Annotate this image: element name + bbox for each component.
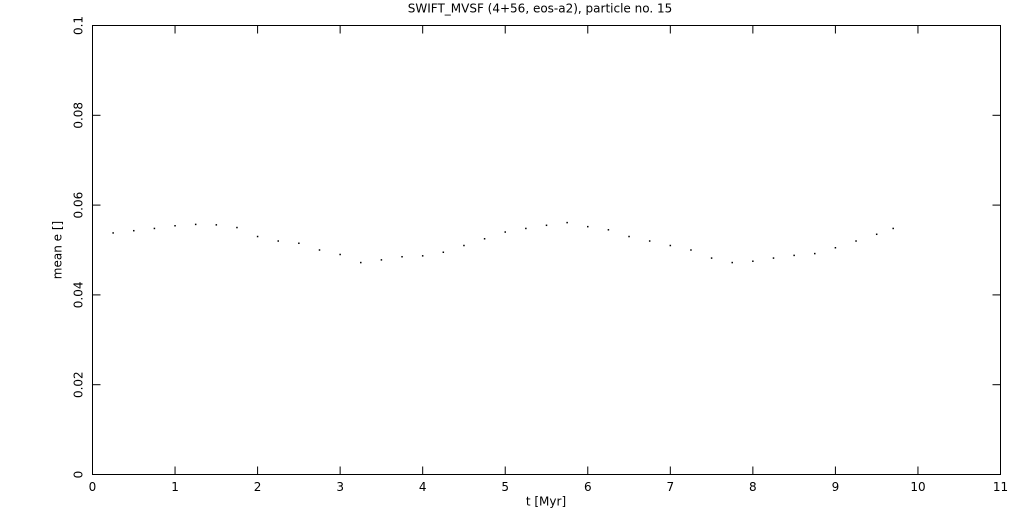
x-tick-label: 4 xyxy=(419,480,427,494)
y-tick-label: 0.02 xyxy=(72,371,86,398)
data-point xyxy=(360,261,362,264)
data-point xyxy=(648,240,651,242)
data-point xyxy=(463,244,465,247)
y-tick-label: 0.1 xyxy=(72,16,86,35)
chart-title: SWIFT_MVSF (4+56, eos-a2), particle no. … xyxy=(408,2,673,16)
data-point xyxy=(442,251,445,253)
data-point xyxy=(401,255,403,258)
x-tick-label: 3 xyxy=(336,480,344,494)
x-tick-label: 2 xyxy=(254,480,262,494)
data-point xyxy=(834,247,837,249)
data-point xyxy=(174,225,176,227)
y-tick-label: 0.08 xyxy=(72,102,86,129)
x-tick-label: 8 xyxy=(749,480,757,494)
data-point xyxy=(875,233,878,236)
data-point xyxy=(892,227,894,230)
data-point xyxy=(298,242,300,245)
x-tick-label: 6 xyxy=(584,480,592,494)
y-tick-label: 0.06 xyxy=(72,192,86,219)
data-point xyxy=(153,227,156,230)
data-point xyxy=(566,221,568,224)
data-point xyxy=(277,240,279,242)
x-tick-label: 9 xyxy=(832,480,840,494)
data-point xyxy=(855,240,857,242)
data-point xyxy=(628,235,630,238)
x-tick-label: 10 xyxy=(910,480,925,494)
y-tick-label: 0 xyxy=(72,471,86,479)
data-point xyxy=(112,232,114,234)
plot-frame xyxy=(92,25,1001,475)
data-point xyxy=(752,260,754,262)
data-point xyxy=(731,261,733,264)
data-point xyxy=(814,252,816,255)
data-point xyxy=(793,254,795,257)
x-tick-label: 5 xyxy=(501,480,509,494)
data-point xyxy=(710,257,713,259)
data-point xyxy=(669,244,672,247)
y-tick-label: 0.04 xyxy=(72,282,86,309)
x-tick-label: 7 xyxy=(666,480,674,494)
data-point xyxy=(215,224,218,226)
data-point xyxy=(339,253,341,256)
data-point xyxy=(772,257,775,259)
data-point xyxy=(587,225,589,228)
y-axis-label: mean e [] xyxy=(51,221,65,279)
data-point xyxy=(133,229,135,232)
x-axis-label: t [Myr] xyxy=(526,495,566,509)
data-point xyxy=(194,223,197,226)
data-point xyxy=(545,224,548,227)
data-point xyxy=(690,249,692,251)
data-point xyxy=(256,235,259,238)
data-point xyxy=(607,229,610,231)
x-tick-label: 11 xyxy=(993,480,1008,494)
data-point xyxy=(421,255,424,257)
x-tick-label: 0 xyxy=(89,480,97,494)
data-point xyxy=(318,249,321,251)
data-point xyxy=(236,226,238,229)
x-tick-label: 1 xyxy=(171,480,179,494)
data-point xyxy=(525,227,527,230)
data-point xyxy=(483,238,486,240)
data-point xyxy=(380,259,383,261)
data-point xyxy=(504,231,506,233)
